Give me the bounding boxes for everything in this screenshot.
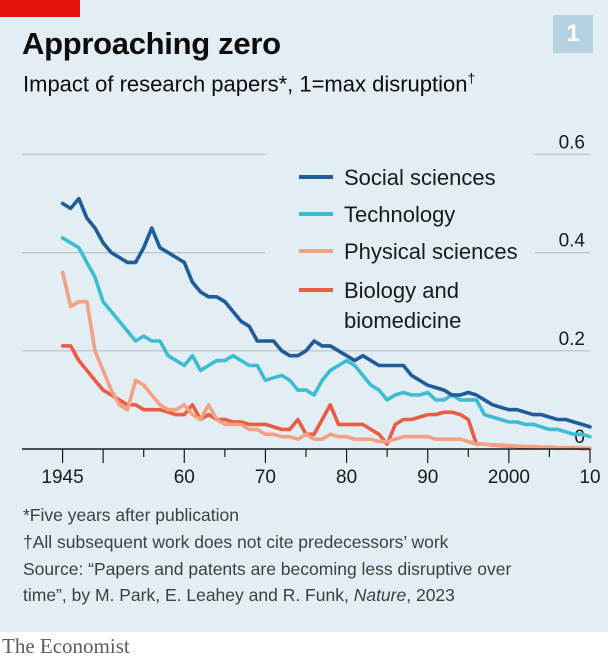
series-lines bbox=[60, 196, 592, 451]
footnote-dagger: †All subsequent work does not cite prede… bbox=[23, 532, 449, 552]
chart-title: Approaching zero bbox=[22, 26, 281, 61]
source-year: , 2023 bbox=[406, 585, 455, 605]
source-line-2: time”, by M. Park, E. Leahey and R. Funk… bbox=[23, 585, 455, 606]
subtitle-text: Impact of research papers*, 1=max disrup… bbox=[23, 71, 468, 97]
source-authors: time”, by M. Park, E. Leahey and R. Funk… bbox=[23, 585, 354, 605]
legend-label: Biology and bbox=[344, 278, 459, 303]
series-line bbox=[60, 196, 592, 429]
legend-label: Technology bbox=[344, 202, 455, 227]
footnote-five-years: *Five years after publication bbox=[23, 505, 239, 525]
y-tick-label: 0 bbox=[574, 427, 585, 448]
x-tick-label: 80 bbox=[336, 467, 357, 488]
x-tick-label: 10 bbox=[579, 467, 600, 488]
x-tick-label: 2000 bbox=[488, 467, 530, 488]
x-axis: 1945 60 70 80 90 2000 10 bbox=[22, 448, 601, 488]
y-tick-label: 0.2 bbox=[559, 329, 585, 350]
x-tick-label: 1945 bbox=[41, 467, 83, 488]
series-line bbox=[60, 344, 592, 451]
x-tick-label: 90 bbox=[417, 467, 438, 488]
legend: Social sciences Technology Physical scienc… bbox=[299, 165, 518, 333]
legend-label: Physical sciences bbox=[344, 239, 518, 264]
chart-number-badge: 1 bbox=[553, 15, 593, 53]
source-line-1: Source: “Papers and patents are becoming… bbox=[23, 559, 512, 579]
economist-wordmark: The Economist bbox=[2, 634, 130, 658]
y-axis-labels: 0 0.2 0.4 0.6 bbox=[559, 132, 586, 448]
x-tick-label: 70 bbox=[255, 467, 276, 488]
line-chart: 0 0.2 0.4 0.6 Social sciences Technology Phys… bbox=[22, 132, 601, 488]
y-tick-label: 0.4 bbox=[559, 231, 586, 252]
series-line bbox=[60, 270, 592, 450]
source-journal: Nature bbox=[353, 585, 407, 605]
legend-label: Social sciences bbox=[344, 165, 496, 190]
x-tick-label: 60 bbox=[174, 467, 195, 488]
series-line bbox=[60, 236, 592, 439]
chart-panel bbox=[0, 0, 608, 632]
y-tick-label: 0.6 bbox=[559, 132, 585, 153]
red-accent-bar bbox=[0, 0, 80, 17]
subtitle-dagger: † bbox=[467, 70, 476, 86]
legend-label: biomedicine bbox=[344, 308, 461, 333]
chart-subtitle: Impact of research papers*, 1=max disrup… bbox=[23, 70, 475, 97]
